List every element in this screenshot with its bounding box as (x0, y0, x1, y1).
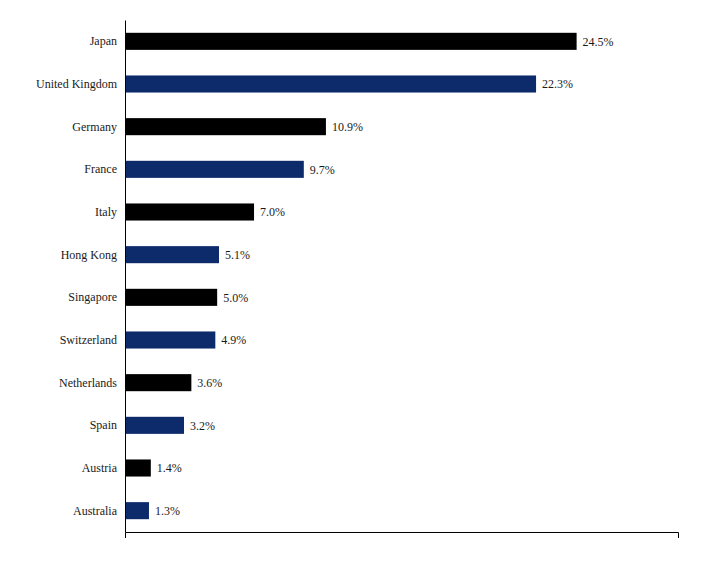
y-tick-label: Italy (95, 205, 117, 219)
y-tick-label: Netherlands (59, 376, 117, 390)
bar (125, 75, 536, 92)
y-tick-label: France (84, 162, 117, 176)
y-tick: Australia (73, 504, 118, 518)
bar (125, 331, 215, 348)
data-label: 5.0% (223, 291, 248, 305)
bar (125, 203, 254, 220)
y-tick: France (84, 162, 117, 176)
data-labels: 1.3% 1.4% 3.2% 3.6% 4.9% 5.0% 5.1% 7.0% 9.7% 10.9… (155, 35, 614, 518)
x-axis-line (126, 533, 679, 539)
y-tick: Netherlands (59, 376, 117, 390)
y-tick: Switzerland (60, 333, 117, 347)
y-tick: Japan (90, 34, 117, 48)
y-tick-label: Austria (82, 461, 118, 475)
y-tick: Singapore (68, 290, 117, 304)
bar (125, 374, 191, 391)
y-tick-label: Spain (90, 418, 117, 432)
y-tick: Italy (95, 205, 117, 219)
bar (125, 246, 219, 263)
data-label: 9.7% (310, 163, 335, 177)
y-tick: Hong Kong (61, 248, 117, 262)
bar (125, 161, 304, 178)
bar (125, 33, 577, 50)
y-tick-label: Singapore (68, 290, 117, 304)
y-tick-label: Germany (72, 120, 117, 134)
y-tick-label: Hong Kong (61, 248, 117, 262)
y-tick: Austria (82, 461, 118, 475)
data-label: 5.1% (225, 248, 250, 262)
y-tick-label: Japan (90, 34, 117, 48)
data-label: 22.3% (542, 77, 573, 91)
bar (125, 289, 217, 306)
data-label: 7.0% (260, 205, 285, 219)
y-axis: Australia Austria Spain Netherlands Switzerl… (36, 21, 126, 533)
y-tick: Spain (90, 418, 117, 432)
data-label: 1.4% (157, 461, 182, 475)
x-axis (126, 533, 679, 539)
y-tick-label: Australia (73, 504, 118, 518)
bar (125, 118, 326, 135)
bar (125, 459, 151, 476)
data-label: 3.2% (190, 419, 215, 433)
data-label: 4.9% (221, 333, 246, 347)
bars (125, 33, 577, 519)
y-axis-line (125, 21, 126, 533)
y-tick: United Kingdom (36, 77, 118, 91)
data-label: 3.6% (197, 376, 222, 390)
y-tick-label: Switzerland (60, 333, 117, 347)
y-tick-label: United Kingdom (36, 77, 118, 91)
data-label: 24.5% (583, 35, 614, 49)
data-label: 10.9% (332, 120, 363, 134)
bar (125, 502, 149, 519)
y-tick: Germany (72, 120, 117, 134)
data-label: 1.3% (155, 504, 180, 518)
bar (125, 417, 184, 434)
plot: Australia Austria Spain Netherlands Switzerl… (36, 21, 679, 539)
chart: Australia Austria Spain Netherlands Switzerl… (0, 0, 708, 562)
